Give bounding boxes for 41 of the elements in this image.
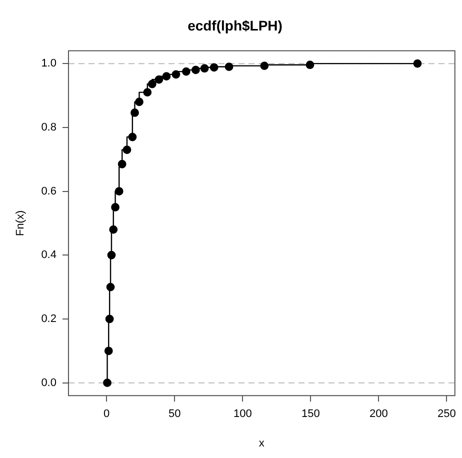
x-tick-label: 200: [370, 408, 388, 420]
point: [224, 62, 234, 71]
point: [105, 314, 114, 324]
point: [306, 60, 314, 70]
x-tick-label: 0: [104, 408, 110, 420]
y-tick-label: 0.4: [41, 249, 56, 262]
point: [103, 378, 112, 388]
y-axis-title: Fn(x): [14, 210, 27, 236]
y-tick-label: 0.8: [41, 121, 56, 134]
point: [128, 132, 137, 142]
point: [109, 225, 118, 234]
point: [162, 72, 171, 81]
y-tick-label: 1.0: [41, 58, 56, 70]
point: [106, 282, 115, 292]
point: [122, 146, 132, 154]
chart-title: ecdf(lph$LPH): [188, 17, 282, 34]
point: [148, 80, 156, 88]
point: [130, 108, 139, 117]
point: [260, 62, 269, 70]
y-tick-label: 0.0: [41, 376, 56, 389]
point: [143, 88, 152, 97]
point: [413, 59, 422, 68]
point: [114, 187, 124, 196]
point: [104, 346, 113, 356]
point: [118, 160, 126, 168]
point: [111, 203, 120, 212]
point: [200, 64, 209, 73]
x-tick-label: 150: [301, 408, 320, 420]
point: [210, 63, 218, 72]
point: [182, 67, 190, 76]
x-tick-label: 100: [233, 408, 252, 420]
point: [192, 66, 200, 74]
x-tick-label: 50: [168, 408, 181, 420]
point: [172, 70, 180, 79]
x-tick-label: 250: [438, 408, 456, 420]
y-tick-label: 0.6: [41, 185, 56, 198]
point: [135, 98, 144, 106]
point: [107, 250, 116, 260]
y-tick-label: 0.2: [41, 313, 56, 326]
x-axis-title: x: [258, 437, 265, 450]
point: [154, 75, 164, 84]
